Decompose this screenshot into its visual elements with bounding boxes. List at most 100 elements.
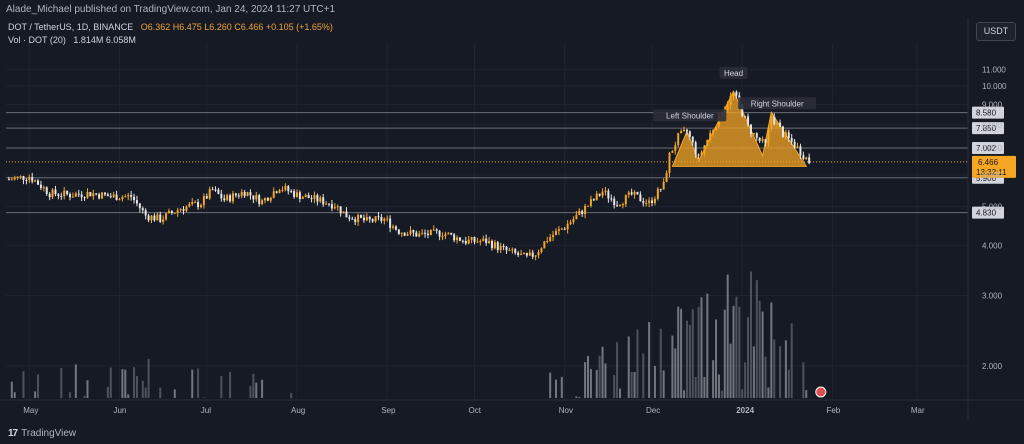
volume-bar	[13, 392, 16, 398]
volume-bar	[589, 368, 592, 398]
candle	[764, 139, 767, 147]
candle	[342, 211, 345, 214]
candle-body	[776, 122, 779, 125]
candle	[715, 125, 718, 131]
candle	[537, 249, 540, 259]
candle-body	[403, 232, 406, 236]
candle	[275, 190, 278, 194]
candle	[69, 192, 72, 201]
volume-bar	[220, 376, 223, 398]
candle	[450, 232, 453, 236]
candle	[167, 208, 170, 214]
candle-body	[659, 188, 662, 190]
candle-body	[587, 205, 589, 207]
candle	[37, 179, 40, 186]
candle-body	[633, 191, 636, 195]
candle	[441, 232, 444, 241]
level-price-tag	[972, 122, 1004, 135]
candle	[156, 212, 159, 221]
symbol-ohlc-legend[interactable]: DOT / TetherUS, 1D, BINANCE O6.362 H6.47…	[8, 22, 333, 32]
candle	[578, 208, 581, 216]
candle	[234, 192, 237, 198]
candle-body	[263, 198, 266, 201]
candle	[610, 194, 613, 202]
volume-bar	[738, 306, 741, 398]
candle-body	[700, 152, 703, 155]
candle-body	[109, 196, 112, 198]
candle	[217, 187, 220, 195]
candle-body	[194, 201, 197, 203]
tradingview-logo[interactable]: 17 TradingView	[8, 428, 76, 439]
candle-body	[764, 139, 767, 144]
volume-bar	[554, 379, 557, 398]
candle	[173, 212, 176, 214]
candle-body	[19, 176, 22, 178]
candle-body	[69, 194, 72, 198]
published-by-label: Alade_Michael published on TradingView.c…	[6, 4, 335, 15]
candle	[284, 183, 287, 192]
volume-bar	[37, 374, 40, 398]
candle	[86, 188, 89, 199]
candle-body	[191, 202, 194, 205]
candle	[109, 192, 112, 199]
candle	[467, 235, 470, 245]
candle-body	[744, 116, 747, 118]
pattern-annotations[interactable]: Head Left Shoulder Right Shoulder	[653, 66, 827, 398]
annotation-right-shoulder[interactable]: Right Shoulder	[738, 97, 817, 110]
candle-body	[441, 236, 444, 238]
candle-body	[37, 180, 40, 185]
volume-bar	[653, 365, 656, 398]
volume-bar	[159, 387, 162, 398]
candle-body	[211, 189, 214, 191]
volume-bar	[697, 306, 700, 398]
candle	[252, 195, 255, 204]
candle	[502, 243, 505, 251]
candle-body	[752, 133, 755, 135]
candle	[726, 100, 729, 113]
candle	[118, 197, 121, 201]
x-tick-label: Sep	[381, 406, 396, 415]
volume-label[interactable]: Vol · DOT (20)	[8, 35, 66, 45]
candle-body	[167, 211, 170, 214]
volume-bar	[723, 309, 726, 398]
candle	[138, 203, 141, 213]
candle	[645, 199, 648, 207]
candle-body	[424, 232, 427, 234]
volume-bar	[601, 346, 604, 398]
volume-bar	[749, 271, 752, 398]
candle-body	[150, 215, 153, 221]
volume-bar	[197, 368, 200, 398]
volume-bar	[575, 396, 578, 398]
candle	[63, 186, 66, 200]
volume-legend[interactable]: Vol · DOT (20) 1.814M 6.058M	[8, 35, 136, 45]
candle	[540, 247, 543, 254]
candle-body	[607, 190, 610, 199]
candle	[394, 225, 397, 231]
currency-button[interactable]: USDT	[976, 22, 1016, 41]
candle	[549, 234, 552, 243]
candle	[735, 90, 738, 99]
candle	[199, 203, 202, 209]
candle-body	[48, 193, 51, 198]
candle	[426, 229, 429, 239]
current-price-label: 6.466	[978, 158, 999, 167]
candle	[220, 189, 223, 202]
volume-bar	[779, 346, 782, 398]
candle	[665, 170, 668, 183]
candle	[624, 194, 627, 207]
annotation-head[interactable]: Head	[719, 66, 748, 79]
candle	[185, 205, 188, 213]
candle-body	[380, 217, 383, 221]
candle-body	[581, 210, 584, 214]
candle-body	[415, 232, 418, 237]
symbol-label[interactable]: DOT / TetherUS, 1D, BINANCE	[8, 22, 134, 32]
candle-body	[159, 214, 162, 222]
annotation-left-shoulder[interactable]: Left Shoulder	[653, 109, 727, 122]
candle	[668, 151, 671, 178]
candle	[688, 130, 691, 141]
candle-body	[118, 199, 121, 201]
candle	[779, 119, 782, 127]
level-price-tag	[972, 106, 1004, 119]
